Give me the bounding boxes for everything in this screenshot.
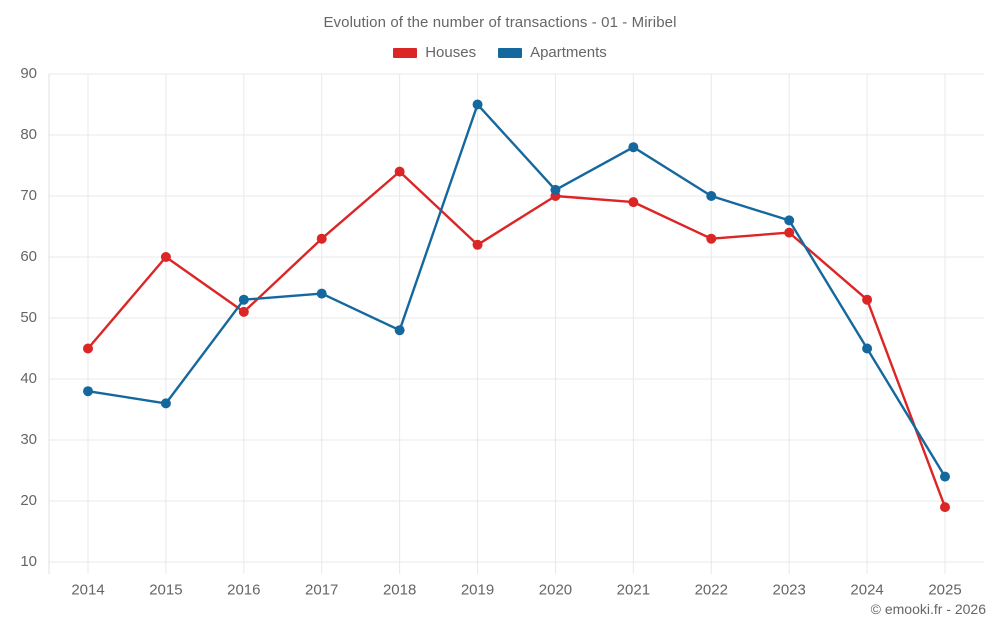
data-point[interactable] [238, 294, 249, 305]
data-point[interactable] [316, 288, 327, 299]
x-axis-tick-label: 2020 [539, 581, 572, 598]
legend-swatch-houses-icon [393, 47, 418, 58]
data-point[interactable] [706, 233, 717, 244]
data-point[interactable] [628, 197, 639, 208]
data-point[interactable] [862, 343, 873, 354]
data-point[interactable] [83, 386, 93, 397]
data-point[interactable] [550, 184, 561, 195]
x-axis-tick-labels: 2014 2015 2016 2017 2018 2019 2020 2021 2022 2023… [71, 581, 961, 598]
y-axis-tick-label: 80 [20, 126, 37, 143]
y-axis-tick-label: 20 [20, 492, 37, 509]
legend-item-houses[interactable]: Houses [393, 44, 476, 61]
series-line-houses [86, 170, 947, 509]
chart-legend: Houses Apartments [0, 44, 1000, 61]
data-point[interactable] [862, 294, 873, 305]
data-series-layer [83, 99, 950, 513]
legend-label-apartments: Apartments [530, 44, 607, 61]
y-axis-tick-label: 90 [20, 65, 37, 82]
data-point[interactable] [706, 191, 717, 201]
data-point[interactable] [160, 252, 171, 262]
x-axis-tick-label: 2014 [71, 581, 104, 598]
x-axis-tick-label: 2015 [149, 581, 182, 598]
footer-credit: © emooki.fr - 2026 [870, 601, 986, 617]
x-axis-tick-label: 2016 [227, 581, 260, 598]
data-point[interactable] [316, 233, 327, 244]
data-point[interactable] [628, 142, 639, 153]
x-axis-tick-label: 2022 [695, 581, 728, 598]
data-point[interactable] [940, 471, 950, 482]
series-line-apartments [86, 103, 947, 478]
x-axis-tick-label: 2024 [850, 581, 883, 598]
x-axis-tick-label: 2018 [383, 581, 416, 598]
x-axis-tick-label: 2017 [305, 581, 338, 598]
legend-label-houses: Houses [425, 44, 477, 61]
y-axis-tick-labels: 10 20 30 40 50 60 70 80 90 [20, 65, 37, 570]
y-axis-tick-label: 30 [20, 431, 37, 448]
data-point[interactable] [472, 239, 483, 250]
y-axis-tick-label: 60 [20, 248, 37, 265]
data-point[interactable] [940, 502, 950, 513]
chart-title: Evolution of the number of transactions … [323, 14, 677, 31]
data-point[interactable] [160, 398, 171, 409]
grid-lines [48, 73, 984, 574]
y-axis-tick-label: 50 [20, 309, 37, 326]
y-axis-tick-label: 70 [20, 187, 37, 204]
data-point[interactable] [784, 227, 795, 238]
data-point[interactable] [394, 166, 405, 177]
data-point[interactable] [394, 325, 405, 336]
data-point[interactable] [238, 306, 249, 317]
data-point[interactable] [83, 343, 93, 354]
legend-swatch-apartments-icon [498, 47, 523, 58]
x-axis-tick-label: 2021 [617, 581, 650, 598]
x-axis-tick-label: 2019 [461, 581, 494, 598]
y-axis-tick-label: 10 [20, 553, 37, 570]
x-axis-tick-label: 2023 [772, 581, 805, 598]
data-point[interactable] [784, 215, 795, 226]
data-point[interactable] [472, 99, 483, 110]
y-axis-tick-label: 40 [20, 370, 37, 387]
legend-item-apartments[interactable]: Apartments [498, 44, 607, 61]
x-axis-tick-label: 2025 [928, 581, 961, 598]
